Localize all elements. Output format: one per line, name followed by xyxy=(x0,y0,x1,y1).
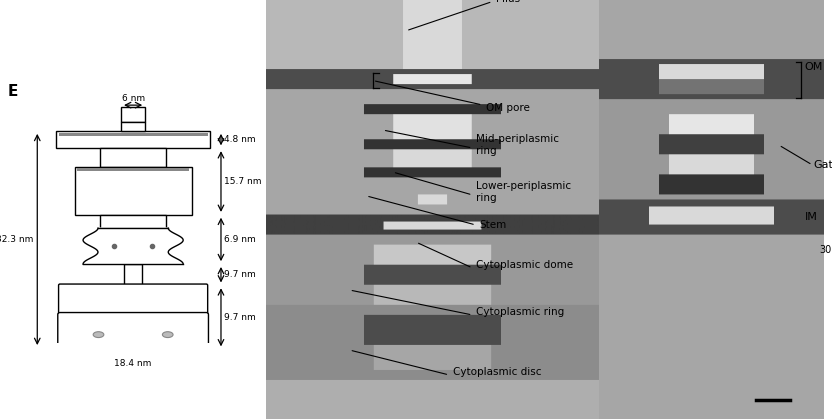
Text: 18.4 nm: 18.4 nm xyxy=(115,360,151,368)
Ellipse shape xyxy=(93,332,104,338)
Text: Gate: Gate xyxy=(814,160,832,170)
FancyBboxPatch shape xyxy=(100,215,166,228)
Text: OM pore: OM pore xyxy=(486,103,530,113)
FancyBboxPatch shape xyxy=(57,313,209,352)
Text: 9.7 nm: 9.7 nm xyxy=(224,313,255,322)
FancyBboxPatch shape xyxy=(100,148,166,167)
Text: Cytoplasmic dome: Cytoplasmic dome xyxy=(476,260,573,270)
Text: IM: IM xyxy=(805,212,818,222)
FancyBboxPatch shape xyxy=(121,107,145,122)
Text: Stem: Stem xyxy=(479,220,507,230)
FancyBboxPatch shape xyxy=(56,131,210,148)
Text: 6 nm: 6 nm xyxy=(121,94,145,103)
FancyBboxPatch shape xyxy=(124,264,142,285)
FancyBboxPatch shape xyxy=(121,122,145,131)
Text: E: E xyxy=(8,84,18,99)
Text: 6.9 nm: 6.9 nm xyxy=(224,235,255,244)
Text: 9.7 nm: 9.7 nm xyxy=(224,270,255,279)
Ellipse shape xyxy=(162,332,173,338)
Text: 4.8 nm: 4.8 nm xyxy=(224,135,255,144)
Text: Pilus: Pilus xyxy=(496,0,520,4)
Polygon shape xyxy=(83,228,183,264)
Text: Lower-periplasmic
ring: Lower-periplasmic ring xyxy=(476,181,571,203)
Text: 15.7 nm: 15.7 nm xyxy=(224,177,261,186)
Text: Cytoplasmic ring: Cytoplasmic ring xyxy=(476,307,564,317)
FancyBboxPatch shape xyxy=(75,167,191,215)
Text: 32.3 nm: 32.3 nm xyxy=(0,235,33,244)
FancyBboxPatch shape xyxy=(58,284,208,316)
Text: OM: OM xyxy=(805,62,823,72)
Bar xyxy=(77,168,189,171)
Bar xyxy=(58,133,208,136)
Text: Mid-periplasmic
ring: Mid-periplasmic ring xyxy=(476,134,559,156)
Text: Cytoplasmic disc: Cytoplasmic disc xyxy=(453,367,541,377)
Text: 30: 30 xyxy=(820,245,831,255)
